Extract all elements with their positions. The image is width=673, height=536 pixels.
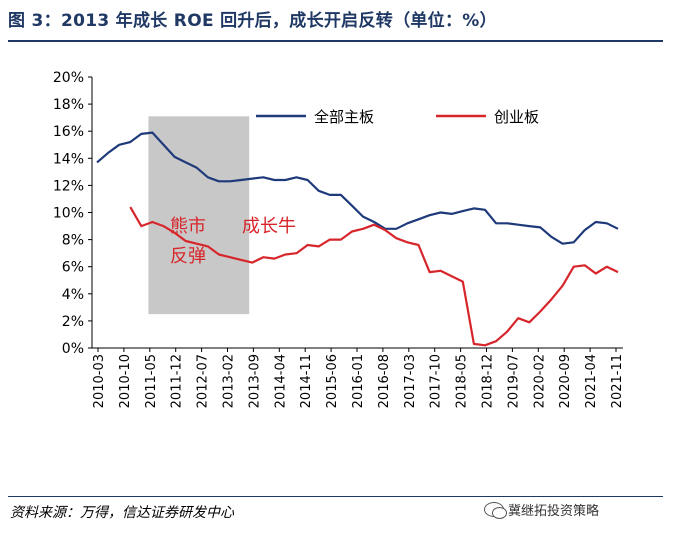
x-tick-label: 2021-11 xyxy=(610,354,625,408)
wechat-icon xyxy=(484,502,507,519)
y-tick-label: 8% xyxy=(62,233,84,249)
watermark: 冀继拓投资策略 xyxy=(484,500,599,519)
x-axis: 2010-03 2010-10 2011-05 2011-12 2012-07 2013-… xyxy=(92,347,625,408)
legend: 全部主板 创业板 xyxy=(256,108,539,126)
x-tick-label: 2010-10 xyxy=(118,354,133,408)
y-tick-label: 18% xyxy=(53,97,84,113)
x-tick-label: 2019-07 xyxy=(506,354,521,408)
y-tick-label: 4% xyxy=(62,287,84,303)
series-lines xyxy=(96,131,619,347)
source-note: 资料来源：万得，信达证券研发中心 xyxy=(10,505,234,521)
footer-divider xyxy=(8,496,663,497)
x-tick-label: 2014-11 xyxy=(299,354,314,408)
x-tick-label: 2015-06 xyxy=(325,354,340,408)
y-tick-label: 6% xyxy=(62,260,84,276)
annotation-label: 成长牛 xyxy=(242,216,296,237)
x-tick-label: 2020-02 xyxy=(532,354,547,408)
x-tick-label: 2016-01 xyxy=(351,354,366,408)
page-title: 图 3：2013 年成长 ROE 回升后，成长开启反转（单位：%） xyxy=(8,11,497,31)
x-tick-label: 2018-12 xyxy=(481,354,496,408)
y-tick-label: 20% xyxy=(53,70,84,86)
bear-market-rebound-shade xyxy=(148,116,250,315)
x-tick-label: 2013-02 xyxy=(222,354,237,408)
x-tick-label: 2020-09 xyxy=(558,354,573,408)
y-tick-label: 16% xyxy=(53,124,84,140)
annotation-label: 反弹 xyxy=(170,246,206,267)
y-tick-label: 2% xyxy=(62,314,84,330)
x-tick-label: 2016-08 xyxy=(377,354,392,408)
y-axis: 0% 2% 4% 6% 8% 10% 12% 14% 16% 18% 20% xyxy=(53,70,93,357)
legend-label: 创业板 xyxy=(494,108,539,126)
y-tick-label: 0% xyxy=(62,341,84,357)
x-tick-label: 2011-12 xyxy=(170,354,185,408)
y-tick-label: 14% xyxy=(53,151,84,167)
x-tick-label: 2021-04 xyxy=(584,354,599,408)
x-tick-label: 2010-03 xyxy=(92,354,107,408)
title-divider xyxy=(8,40,663,42)
y-tick-label: 10% xyxy=(53,206,84,222)
x-tick-label: 2017-10 xyxy=(429,354,444,408)
x-tick-label: 2011-05 xyxy=(144,354,159,408)
roe-line-chart: 0%2%4%6%8%10%12%14%16%18%20% 2010-03 2010… xyxy=(53,70,625,408)
x-tick-label: 2013-09 xyxy=(247,354,262,408)
x-tick-label: 2012-07 xyxy=(196,354,211,408)
watermark-text: 冀继拓投资策略 xyxy=(508,504,600,519)
series-line-main-board xyxy=(96,131,619,245)
y-tick-label: 12% xyxy=(53,178,84,194)
series-line-chinext xyxy=(129,206,619,347)
x-tick-label: 2018-05 xyxy=(455,354,470,408)
x-tick-label: 2014-04 xyxy=(273,354,288,408)
legend-label: 全部主板 xyxy=(314,108,374,126)
annotation-label: 熊市 xyxy=(170,216,206,237)
x-tick-label: 2017-03 xyxy=(403,354,418,408)
